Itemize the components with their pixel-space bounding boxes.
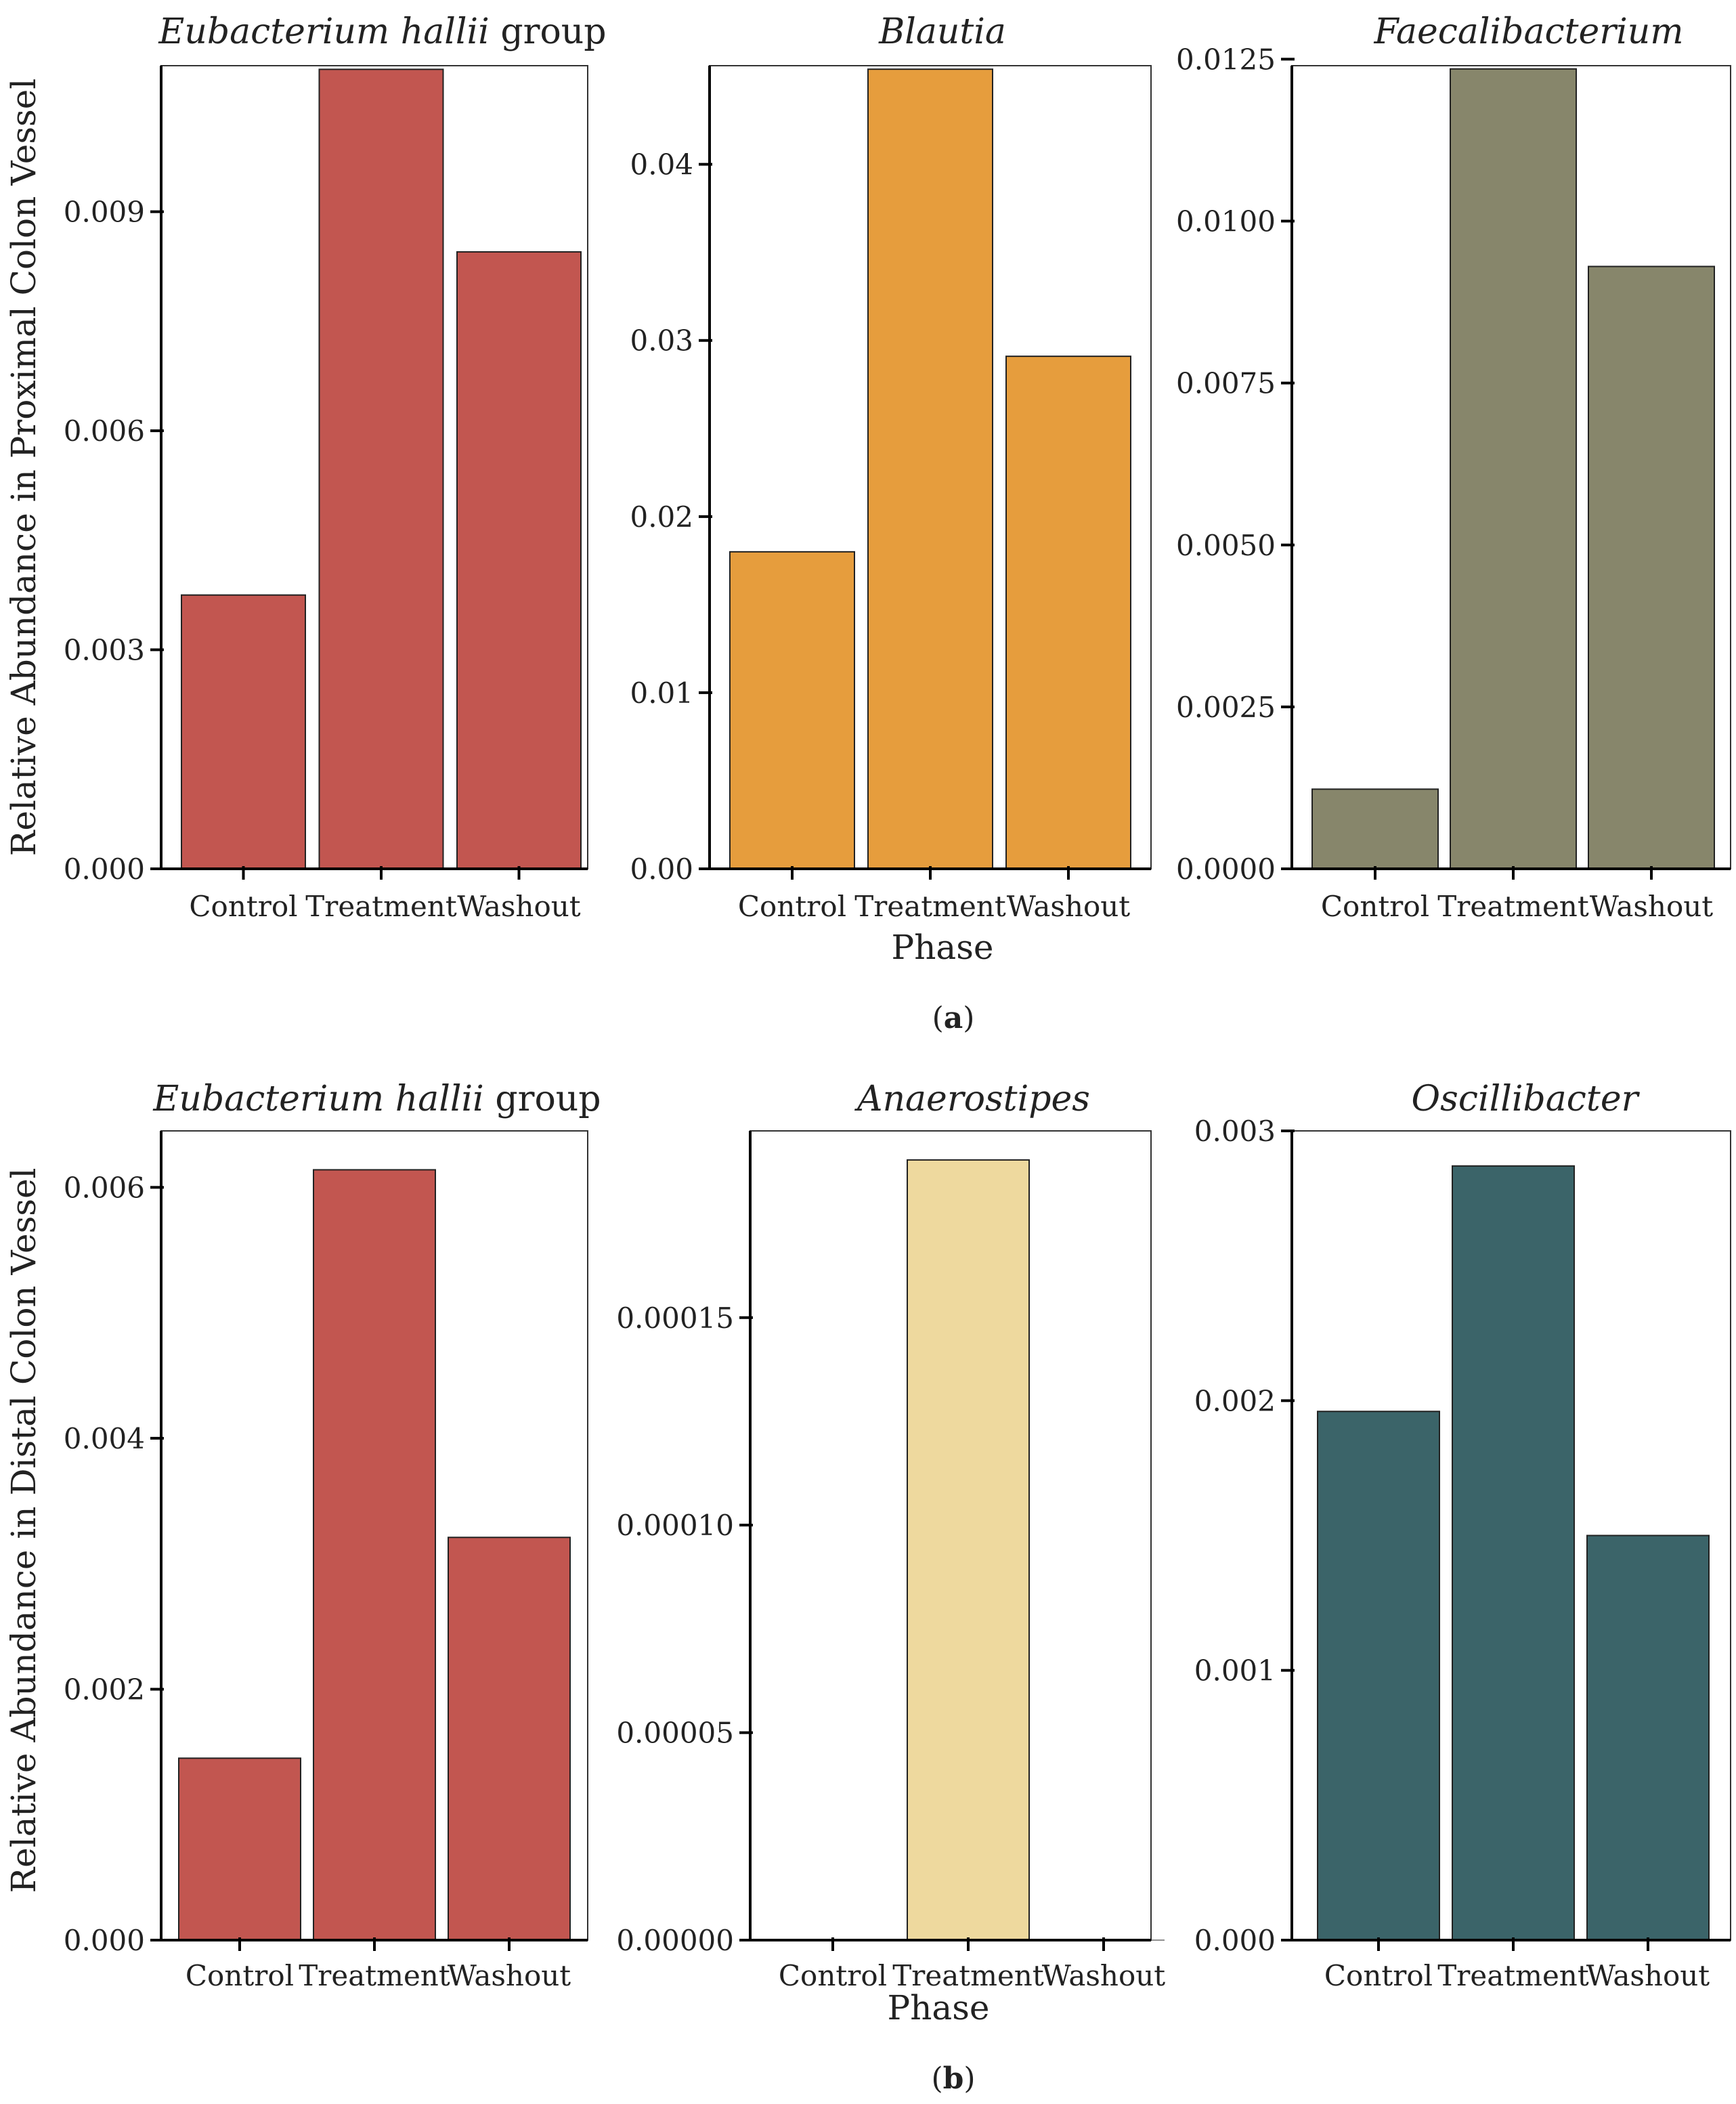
- x-tick-label-treatment: Treatment: [892, 1959, 1044, 1992]
- x-tick-label-control: Control: [1324, 1959, 1433, 1992]
- y-tick-label: 0.04: [630, 148, 693, 181]
- x-tick-label-control: Control: [779, 1959, 887, 1992]
- ylabel-proximal: Relative Abundance in Proximal Colon Ves…: [4, 79, 43, 856]
- bar-washout: [1588, 265, 1715, 869]
- panel-title: Blautia: [878, 12, 1006, 52]
- y-tick-label: 0.002: [1194, 1384, 1276, 1417]
- panel-a3: 0.0000 0.0025 0.0050 0.0075 0.0100 0.0125 Cont…: [1176, 12, 1731, 923]
- y-tick-label: 0.00005: [616, 1717, 734, 1750]
- y-tick-label: 0.002: [64, 1673, 145, 1706]
- y-tick-label: 0.0075: [1176, 367, 1276, 400]
- y-tick-label: 0.00: [630, 853, 693, 886]
- panel-title: Eubacterium hallii group: [152, 1079, 601, 1119]
- x-tick-label-control: Control: [189, 890, 297, 923]
- bar-control: [1311, 788, 1439, 869]
- y-tick-label: 0.00015: [616, 1302, 734, 1335]
- bar-treatment: [867, 68, 993, 869]
- bar-control: [181, 594, 306, 869]
- x-tick-label-control: Control: [1321, 890, 1429, 923]
- x-tick-label-washout: Washout: [457, 890, 580, 923]
- x-tick-label-washout: Washout: [1042, 1959, 1165, 1992]
- bar-washout: [448, 1537, 571, 1941]
- bar-control: [729, 551, 855, 869]
- y-tick-label: 0.02: [630, 500, 693, 534]
- y-tick-label: 0.000: [64, 1924, 145, 1957]
- y-tick-label: 0.003: [1194, 1115, 1276, 1148]
- x-tick-label-control: Control: [186, 1959, 294, 1992]
- panel-b1: 0.000 0.002 0.004 0.006 Control TreatmentWash…: [64, 1079, 601, 1992]
- panel-b3: 0.000 0.001 0.002 0.003 Control TreatmentWash…: [1194, 1079, 1731, 1992]
- caption-b: (b): [931, 2061, 975, 2096]
- bar-treatment: [1450, 68, 1577, 870]
- y-tick-label: 0.03: [630, 324, 693, 358]
- bar-control: [1317, 1411, 1440, 1941]
- panel-title: Eubacterium hallii group: [158, 12, 606, 52]
- y-tick-label: 0.009: [64, 196, 145, 229]
- y-tick-label: 0.01: [630, 677, 693, 710]
- y-tick-label: 0.00010: [616, 1509, 734, 1542]
- caption-a: (a): [932, 1001, 975, 1035]
- bar-washout: [1005, 356, 1131, 869]
- x-tick-label-washout: Washout: [1586, 1959, 1710, 1992]
- x-tick-label-treatment: Treatment: [854, 890, 1006, 923]
- bar-treatment: [1452, 1165, 1575, 1941]
- y-tick-label: 0.0125: [1176, 43, 1276, 76]
- y-tick-label: 0.000: [1194, 1924, 1276, 1957]
- x-tick-label-treatment: Treatment: [1437, 890, 1589, 923]
- y-tick-label: 0.0000: [1176, 853, 1276, 886]
- panel-a2: 0.00 0.01 0.02 0.03 0.04 Control Treatment Wash…: [630, 12, 1152, 923]
- bar-washout: [1586, 1534, 1710, 1941]
- x-tick-label-washout: Washout: [448, 1959, 571, 1992]
- bar-treatment: [313, 1169, 436, 1941]
- bar-treatment: [318, 68, 444, 870]
- y-tick-label: 0.001: [1194, 1654, 1276, 1688]
- y-tick-label: 0.006: [64, 1171, 145, 1204]
- x-tick-label-treatment: Treatment: [305, 890, 457, 923]
- x-tick-label-washout: Washout: [1007, 890, 1130, 923]
- y-tick-label: 0.000: [64, 853, 145, 886]
- panel-title: Anaerostipes: [854, 1079, 1090, 1119]
- y-tick-label: 0.0025: [1176, 691, 1276, 724]
- y-tick-label: 0.003: [64, 634, 145, 667]
- panel-title: Oscillibacter: [1412, 1079, 1641, 1119]
- xlabel-phase-b: Phase: [888, 1988, 990, 2027]
- x-tick-label-treatment: Treatment: [1437, 1959, 1589, 1992]
- panel-b2: 0.00000 0.00005 0.00010 0.00015 Control Treat…: [616, 1079, 1165, 1992]
- bar-washout: [456, 251, 582, 870]
- y-tick-label: 0.00000: [616, 1924, 734, 1957]
- y-tick-label: 0.006: [64, 414, 145, 448]
- ylabel-distal: Relative Abundance in Distal Colon Vesse…: [4, 1167, 43, 1893]
- y-tick-label: 0.0050: [1176, 529, 1276, 562]
- panel-title: Faecalibacterium: [1373, 12, 1683, 52]
- panel-a1: 0.000 0.003 0.006 0.009 Control Treatment Wash…: [64, 12, 607, 923]
- x-tick-label-treatment: Treatment: [299, 1959, 450, 1992]
- bar-treatment: [907, 1159, 1030, 1941]
- y-tick-label: 0.004: [64, 1422, 145, 1455]
- bar-control: [178, 1757, 301, 1941]
- x-tick-label-control: Control: [738, 890, 846, 923]
- xlabel-phase-a: Phase: [892, 928, 994, 967]
- y-tick-label: 0.0100: [1176, 205, 1276, 238]
- x-tick-label-washout: Washout: [1590, 890, 1713, 923]
